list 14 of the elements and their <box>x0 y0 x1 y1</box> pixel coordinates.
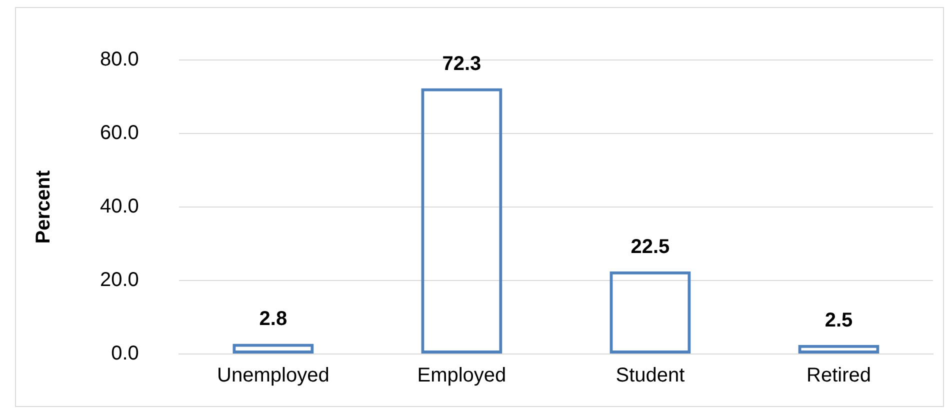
y-tick-label: 80.0 <box>100 48 139 71</box>
data-label: 22.5 <box>630 236 670 258</box>
data-label: 2.8 <box>259 308 288 330</box>
x-tick-label: Student <box>616 364 686 387</box>
y-tick-label: 40.0 <box>100 196 139 218</box>
x-tick-label: Unemployed <box>217 364 330 387</box>
x-tick-label: Employed <box>417 364 506 387</box>
data-label: 2.5 <box>824 309 853 332</box>
data-label: 72.3 <box>442 52 482 75</box>
y-tick-label: 20.0 <box>100 269 139 292</box>
x-tick-label: Retired <box>806 364 871 387</box>
y-tick-label: 0.0 <box>111 342 139 365</box>
y-tick-label: 60.0 <box>100 122 139 144</box>
y-axis-title: Percent <box>32 170 55 244</box>
